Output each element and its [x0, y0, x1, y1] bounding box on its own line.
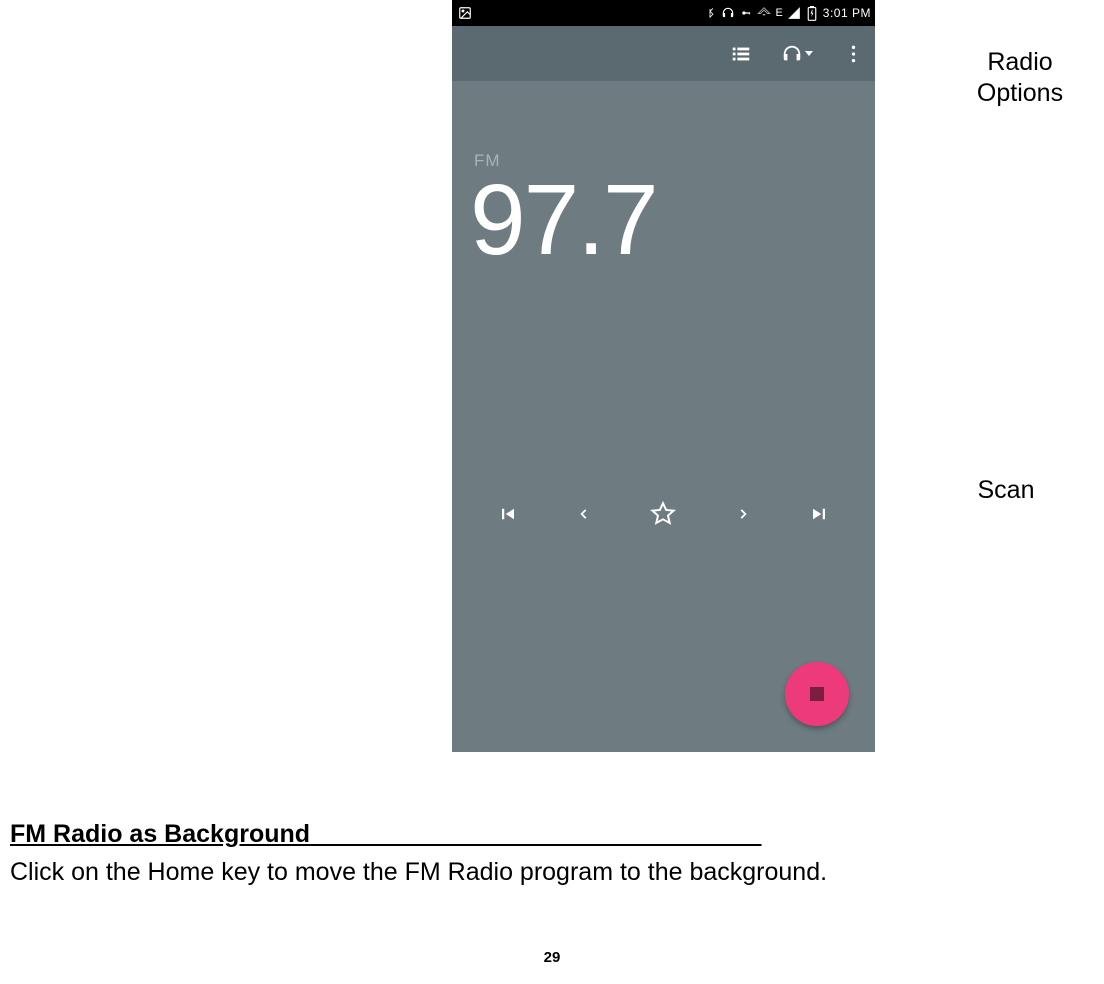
favorite-button[interactable]	[645, 496, 681, 532]
skip-previous-button[interactable]	[493, 499, 523, 529]
skip-next-button[interactable]	[804, 499, 834, 529]
headphones-status-icon	[721, 6, 735, 20]
notification-image-icon	[458, 6, 472, 20]
vpn-key-icon	[739, 6, 753, 20]
phone-screenshot: E 3:01 PM F	[452, 0, 875, 752]
stop-icon	[810, 687, 824, 701]
status-time: 3:01 PM	[823, 6, 871, 20]
bluetooth-icon	[703, 6, 717, 20]
dropdown-caret-icon	[805, 51, 813, 56]
seek-back-button[interactable]	[569, 499, 599, 529]
network-type-label: E	[775, 7, 782, 19]
audio-output-button[interactable]	[781, 42, 813, 66]
frequency-display: 97.7	[470, 163, 657, 278]
battery-icon	[805, 6, 819, 20]
status-bar: E 3:01 PM	[452, 0, 875, 26]
section-heading-text: FM Radio as Background	[10, 820, 310, 848]
station-list-button[interactable]	[729, 42, 753, 66]
stop-fab[interactable]	[785, 662, 849, 726]
tuning-controls	[452, 496, 875, 532]
page: E 3:01 PM F	[0, 0, 1104, 984]
callout-scan: Scan	[966, 475, 1046, 506]
callout-radio-options: Radio Options	[960, 47, 1080, 110]
more-options-button[interactable]	[841, 42, 865, 66]
radio-screen: FM 97.7	[452, 81, 875, 752]
body-text: Click on the Home key to move the FM Rad…	[10, 858, 827, 887]
app-toolbar	[452, 26, 875, 81]
seek-forward-button[interactable]	[728, 499, 758, 529]
signal-icon	[787, 6, 801, 20]
page-number: 29	[0, 949, 1104, 966]
wifi-icon	[757, 6, 771, 20]
section-heading: FM Radio as Background	[10, 820, 830, 849]
heading-underline-extend	[310, 820, 761, 848]
